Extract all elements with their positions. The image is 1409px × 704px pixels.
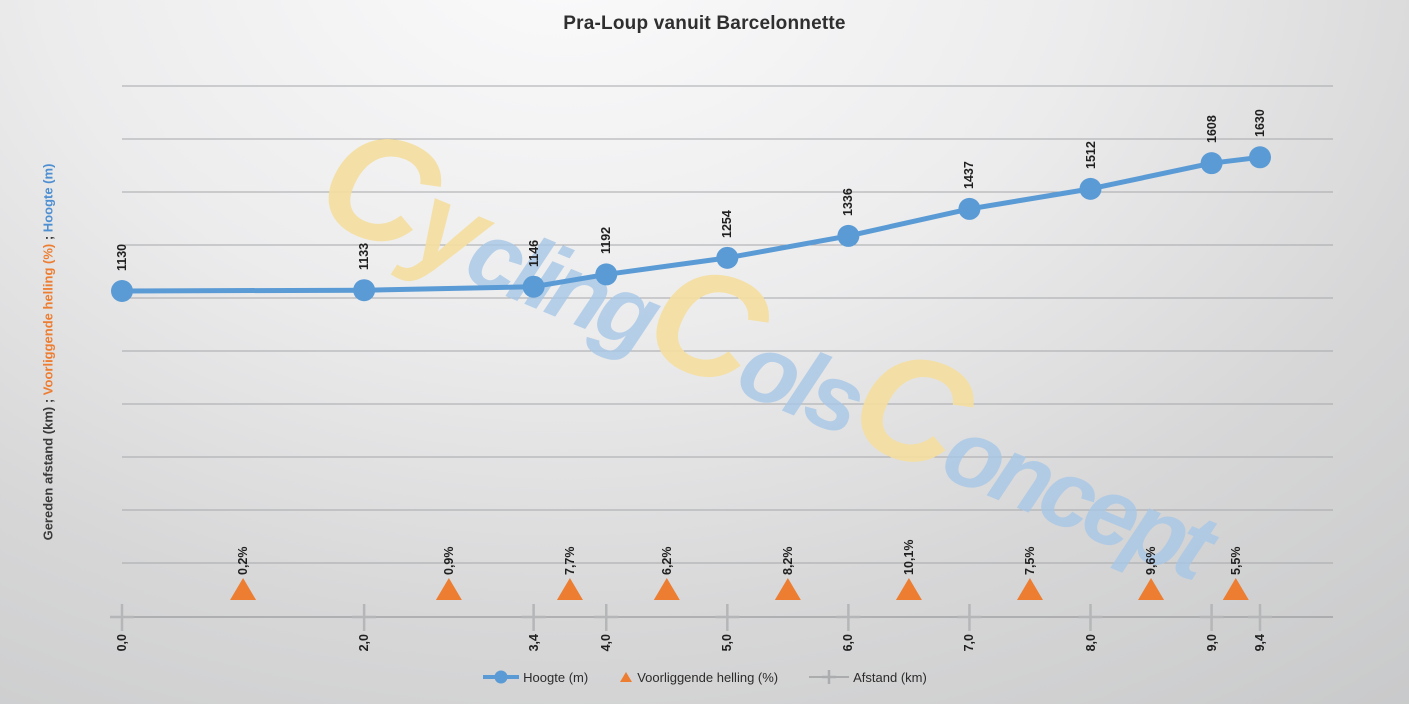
watermark-segment: oncept — [929, 396, 1233, 603]
gradient-triangle — [230, 578, 257, 600]
x-tick-label: 7,0 — [962, 634, 977, 652]
legend-label: Voorliggende helling (%) — [637, 669, 779, 685]
elevation-label: 1146 — [526, 239, 541, 267]
elevation-label: 1130 — [115, 243, 129, 271]
legend-label: Hoogte (m) — [523, 669, 589, 685]
chart-title: Pra-Loup vanuit Barcelonnette — [563, 13, 846, 34]
gradient-triangle — [1222, 578, 1249, 600]
elevation-line — [119, 154, 1263, 294]
gradient-triangle — [774, 578, 801, 600]
elevation-marker — [522, 275, 545, 298]
gradient-triangle — [556, 578, 583, 600]
triangle-icon — [620, 672, 633, 682]
elevation-label: 1437 — [962, 161, 977, 189]
x-tick-label: 0,0 — [115, 634, 129, 652]
elevation-marker — [353, 279, 376, 302]
elevation-marker — [1200, 152, 1223, 175]
elevation-marker — [837, 224, 860, 247]
gradient-triangle — [435, 578, 462, 600]
elevation-marker — [1249, 146, 1272, 169]
x-tick-label: 9,0 — [1204, 634, 1219, 652]
line-plus-icon — [809, 670, 850, 684]
gradient-label: 0,2% — [236, 546, 251, 576]
elevation-marker — [111, 280, 133, 302]
x-tick-label: 3,4 — [526, 634, 541, 652]
elevation-label: 1608 — [1204, 115, 1219, 144]
legend-item-helling: Voorliggende helling (%) — [618, 670, 778, 685]
legend-item-afstand: Afstand (km) — [808, 668, 927, 686]
x-tick-label: 6,0 — [841, 634, 856, 652]
elevation-marker — [716, 246, 739, 269]
legend-label: Afstand (km) — [853, 669, 927, 685]
gradient-label: 8,2% — [780, 546, 795, 576]
elevation-marker — [595, 263, 618, 286]
gradient-label: 5,5% — [1228, 546, 1243, 576]
gradient-triangle — [895, 578, 922, 600]
elevation-label: 1336 — [841, 188, 856, 216]
elevation-marker — [958, 197, 981, 220]
gradient-label: 7,7% — [562, 546, 577, 576]
x-tick-label: 9,4 — [1253, 634, 1267, 652]
elevation-marker — [1079, 177, 1102, 200]
line-circle-icon — [483, 670, 520, 684]
gradient-triangle — [1138, 578, 1165, 600]
gradient-triangle — [1016, 578, 1043, 600]
gradient-label: 7,5% — [1022, 546, 1037, 576]
elevation-label: 1133 — [357, 243, 372, 271]
x-tick-label: 4,0 — [599, 634, 614, 652]
gradient-label: 6,2% — [659, 546, 674, 576]
gradient-triangle — [653, 578, 680, 600]
legend-item-hoogte: Hoogte (m) — [482, 669, 588, 685]
x-tick-label: 5,0 — [720, 634, 735, 652]
x-tick-label: 8,0 — [1083, 634, 1098, 652]
legend: Hoogte (m) Voorliggende helling (%) Afst… — [0, 668, 1409, 686]
gradient-label: 0,9% — [441, 546, 456, 576]
elevation-label: 1254 — [720, 210, 735, 238]
gradient-label: 9,6% — [1144, 546, 1159, 576]
x-tick-label: 2,0 — [357, 634, 372, 652]
gradient-label: 10,1% — [901, 539, 916, 575]
elevation-label: 1512 — [1083, 141, 1098, 169]
elevation-label: 1192 — [599, 227, 614, 255]
elevation-label: 1630 — [1253, 109, 1267, 138]
